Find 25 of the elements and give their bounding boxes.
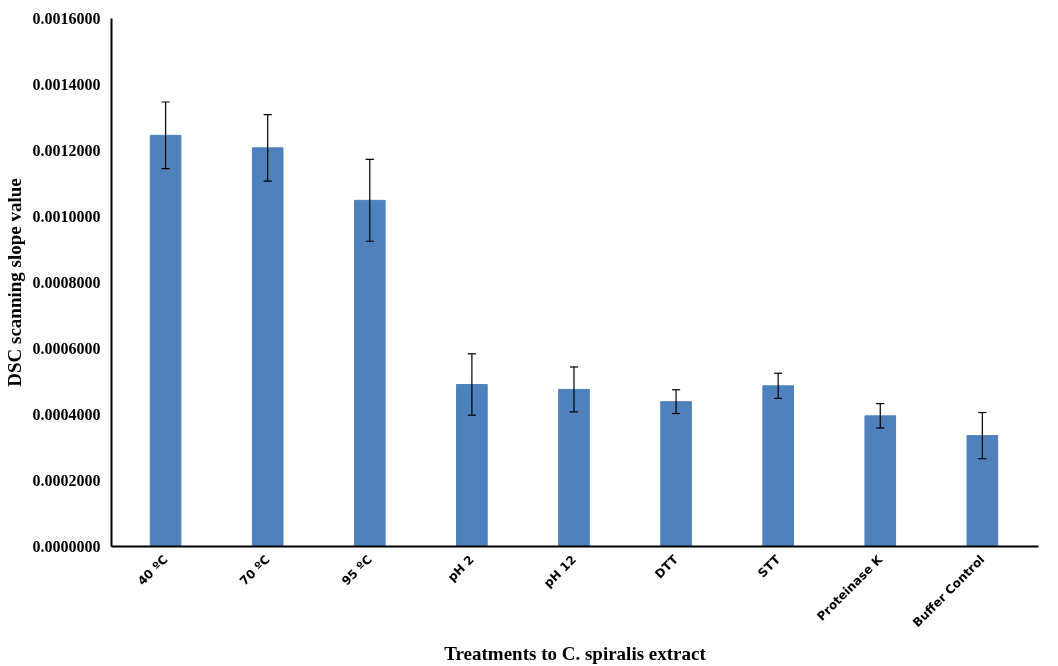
bar — [660, 401, 692, 547]
x-tick-label: pH 12 — [541, 552, 579, 591]
bar — [456, 383, 488, 547]
bar — [353, 199, 386, 547]
x-axis-title: Treatments to C. spiralis extract — [444, 642, 707, 664]
y-tick-label: 0.0004000 — [32, 406, 101, 423]
bar — [558, 388, 590, 547]
y-tick-label: 0.0002000 — [32, 472, 101, 489]
y-tick-label: 0.0008000 — [32, 274, 101, 291]
y-axis-title: DSC scanning slope value — [3, 178, 25, 387]
bar — [966, 435, 999, 547]
y-tick-label: 0.0006000 — [32, 340, 101, 357]
bar — [762, 385, 794, 547]
y-tick-label: 0.0010000 — [32, 208, 101, 225]
x-tick-label: 70 ºC — [236, 552, 273, 589]
bar — [149, 134, 182, 547]
x-tick-label: 95 ºC — [339, 552, 375, 589]
x-tick-label: 40 ºC — [134, 552, 171, 589]
x-tick-label: pH 2 — [444, 552, 477, 585]
y-tick-label: 0.0000000 — [32, 538, 101, 555]
y-tick-label: 0.0012000 — [32, 142, 101, 159]
bar — [864, 415, 897, 547]
y-tick-label: 0.0016000 — [32, 10, 101, 27]
bar — [251, 147, 284, 547]
y-tick-label: 0.0014000 — [32, 76, 101, 93]
